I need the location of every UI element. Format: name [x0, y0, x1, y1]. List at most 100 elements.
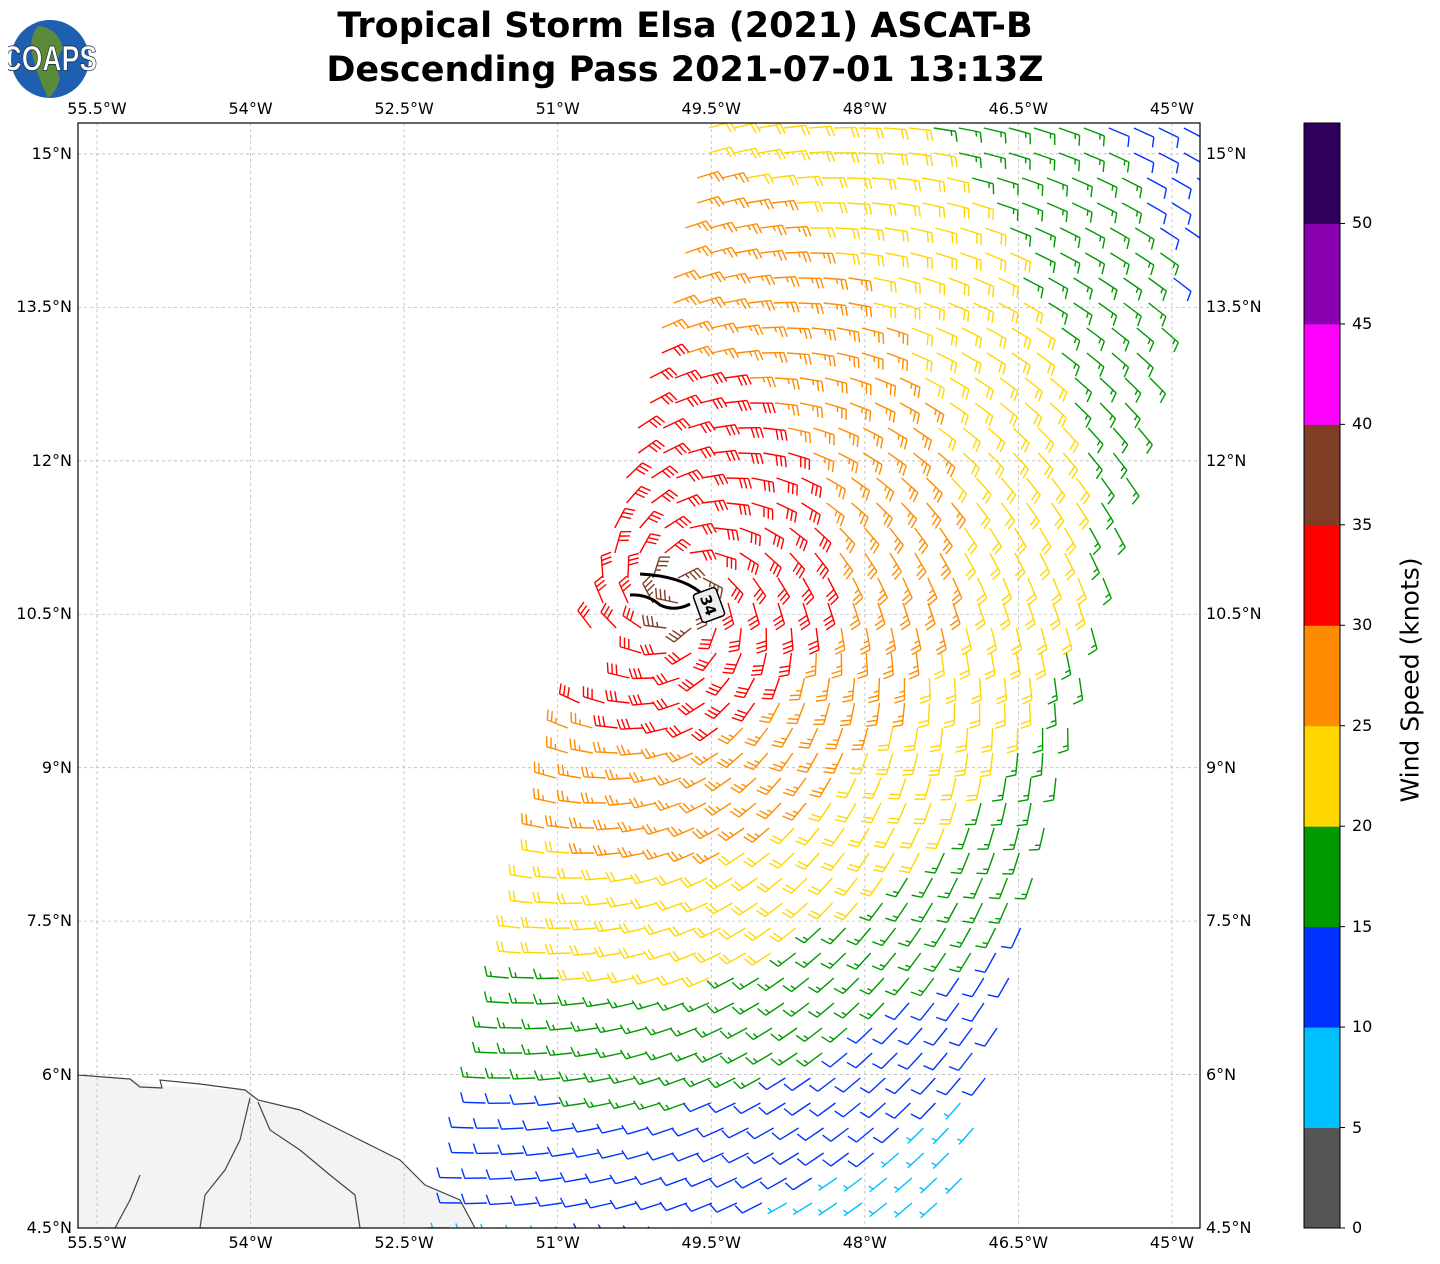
- barb-staff: [779, 1127, 799, 1141]
- barb-feather: [1046, 724, 1057, 730]
- barb-feather: [596, 1123, 603, 1134]
- wind-barb: [949, 602, 961, 631]
- barb-half-feather: [843, 1184, 849, 1190]
- barb-feather: [1056, 520, 1065, 530]
- barb-staff: [836, 352, 859, 359]
- barb-feather: [809, 793, 820, 798]
- barb-feather: [869, 410, 872, 422]
- barb-staff: [771, 174, 794, 179]
- wind-barb: [1047, 677, 1058, 705]
- barb-staff: [640, 1177, 662, 1186]
- wind-barb: [583, 1097, 611, 1109]
- barb-feather: [970, 694, 982, 700]
- barb-half-feather: [810, 277, 814, 284]
- wind-barb: [833, 1002, 860, 1019]
- wind-barb: [899, 377, 921, 398]
- barb-feather: [1117, 546, 1126, 556]
- barb-staff: [590, 1202, 613, 1209]
- barb-feather: [917, 724, 929, 729]
- wind-barb: [656, 1001, 685, 1012]
- barb-staff: [870, 802, 882, 824]
- barb-half-feather: [697, 223, 702, 229]
- wind-barb: [1011, 627, 1023, 656]
- barb-feather: [720, 372, 728, 382]
- barb-half-feather: [908, 486, 912, 492]
- barb-feather: [718, 931, 728, 940]
- barb-feather: [937, 386, 942, 397]
- wind-barb: [757, 1002, 785, 1016]
- barb-staff: [565, 1202, 588, 1208]
- wind-barb: [628, 694, 655, 706]
- barb-staff: [802, 577, 815, 598]
- barb-feather: [965, 567, 974, 577]
- barb-staff: [883, 127, 906, 131]
- wind-barb: [988, 902, 1009, 924]
- barb-half-feather: [838, 640, 844, 644]
- barb-feather: [1002, 364, 1007, 375]
- wind-barb: [669, 1052, 698, 1062]
- barb-feather: [818, 201, 824, 212]
- barb-half-feather: [552, 1049, 556, 1056]
- barb-half-feather: [727, 1032, 733, 1037]
- barb-staff: [639, 510, 655, 529]
- barb-feather: [557, 995, 563, 1006]
- wind-barb: [931, 1127, 950, 1145]
- barb-feather: [1026, 623, 1036, 631]
- wind-barb: [696, 1152, 724, 1163]
- barb-feather: [689, 571, 698, 581]
- barb-half-feather: [697, 248, 702, 254]
- barb-feather: [887, 821, 898, 824]
- barb-feather: [994, 719, 1006, 725]
- wind-barb: [704, 702, 731, 720]
- wind-barb: [976, 852, 995, 875]
- barb-half-feather: [527, 1023, 531, 1029]
- barb-feather: [1187, 214, 1192, 225]
- title-line-1: Tropical Storm Elsa (2021) ASCAT-B: [337, 6, 1033, 46]
- barb-staff: [840, 627, 846, 650]
- barb-staff: [716, 1177, 738, 1188]
- wind-barb: [671, 1152, 699, 1162]
- wind-barb: [911, 352, 933, 373]
- barb-staff: [899, 377, 921, 389]
- wind-barb: [924, 402, 945, 425]
- barb-feather: [1016, 287, 1020, 298]
- barb-staff: [676, 1027, 698, 1037]
- wind-barb: [472, 1016, 498, 1029]
- barb-feather: [720, 397, 728, 408]
- barb-feather: [472, 1016, 476, 1027]
- barb-feather: [963, 896, 974, 899]
- barb-feather: [909, 489, 916, 500]
- wind-barb: [688, 446, 716, 459]
- barb-feather: [818, 176, 824, 187]
- barb-feather: [925, 129, 929, 141]
- wind-barb: [584, 1173, 612, 1184]
- wind-barb: [1146, 202, 1167, 225]
- barb-feather: [525, 814, 528, 825]
- barb-staff: [685, 702, 705, 716]
- barb-feather: [696, 494, 705, 504]
- wind-barb: [887, 802, 907, 824]
- barb-feather: [889, 307, 892, 318]
- barb-staff: [799, 402, 822, 409]
- barb-staff: [710, 246, 732, 254]
- barb-half-feather: [1123, 236, 1127, 242]
- barb-feather: [1021, 694, 1032, 701]
- barb-feather: [702, 550, 708, 561]
- wind-barb: [756, 902, 783, 918]
- wind-barb: [771, 174, 799, 186]
- barb-staff: [936, 327, 958, 338]
- barb-feather: [841, 382, 844, 393]
- barb-feather: [641, 825, 649, 835]
- barb-staff: [675, 952, 696, 962]
- barb-half-feather: [706, 1256, 709, 1260]
- wind-barb: [824, 727, 844, 750]
- wind-barb: [1064, 527, 1077, 556]
- wind-barb: [722, 197, 750, 209]
- barb-staff: [883, 1253, 900, 1264]
- barb-staff: [708, 146, 731, 154]
- wind-barb: [614, 530, 632, 554]
- wind-barb: [976, 577, 988, 606]
- barb-feather: [962, 309, 966, 321]
- barb-feather: [606, 973, 613, 984]
- wind-barb: [1086, 327, 1106, 352]
